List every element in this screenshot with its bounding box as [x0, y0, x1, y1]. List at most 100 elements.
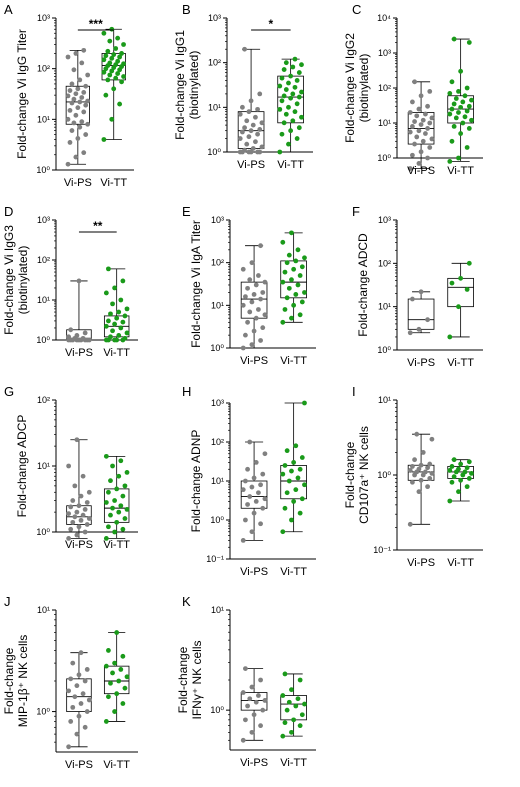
data-point — [299, 496, 305, 502]
data-point — [122, 483, 128, 489]
data-point — [77, 99, 83, 105]
data-point — [295, 247, 301, 253]
x-tick-label: Vi-TT — [280, 355, 307, 367]
data-point — [297, 723, 303, 729]
x-tick-label: Vi-PS — [240, 355, 268, 367]
data-point — [69, 81, 75, 87]
data-point — [72, 483, 78, 489]
data-point — [240, 690, 246, 695]
data-point — [291, 302, 297, 308]
data-point — [283, 60, 289, 66]
data-point — [458, 461, 464, 467]
data-point — [114, 486, 120, 492]
data-point — [245, 285, 250, 291]
panel-letter: C — [352, 2, 361, 17]
y-axis-title: Fold-changeCD107a⁺ NK cells — [343, 426, 371, 524]
data-point — [412, 119, 417, 124]
data-point — [114, 337, 120, 343]
data-point — [407, 166, 413, 171]
data-point — [68, 526, 74, 532]
data-point — [110, 301, 115, 307]
data-point — [288, 128, 294, 134]
data-point — [107, 38, 113, 44]
data-point — [242, 147, 247, 153]
data-point — [410, 479, 415, 485]
data-point — [260, 290, 266, 295]
data-point — [280, 471, 286, 477]
data-point — [458, 68, 464, 74]
data-point — [110, 463, 115, 469]
data-point — [103, 92, 109, 98]
y-axis-title-line: Fold-change Vi IgG Titer — [15, 29, 29, 159]
data-point — [68, 676, 74, 682]
data-point — [83, 83, 89, 89]
data-point — [283, 111, 289, 117]
y-axis-title: Fold-change ADCD — [356, 233, 370, 337]
y-tick-label: 10³ — [211, 398, 224, 408]
data-point — [255, 106, 260, 112]
data-point — [251, 292, 257, 297]
data-point — [297, 677, 303, 683]
y-tick-label: 10³ — [211, 215, 224, 225]
y-axis-title: Fold-changeMIP-1β⁺ NK cells — [2, 635, 30, 728]
data-point — [122, 516, 128, 521]
data-point — [297, 466, 303, 472]
data-point — [120, 493, 126, 499]
data-point — [250, 122, 256, 128]
significance-label: *** — [89, 17, 103, 31]
data-point — [302, 400, 307, 406]
y-axis-title-line: Fold-change — [176, 646, 190, 713]
data-point — [293, 487, 299, 493]
x-tick-label: Vi-PS — [64, 177, 92, 189]
data-point — [101, 30, 107, 36]
data-point — [83, 102, 89, 108]
data-point — [296, 94, 302, 100]
series-vi-ps — [237, 46, 265, 155]
series-vi-tt — [280, 671, 307, 739]
data-point — [427, 461, 433, 467]
data-point — [244, 118, 250, 124]
data-point — [456, 110, 461, 115]
y-tick-label: 10³ — [208, 13, 221, 23]
data-point — [282, 463, 288, 468]
data-point — [243, 666, 248, 671]
data-point — [407, 129, 413, 135]
data-point — [65, 54, 71, 60]
series-vi-tt — [447, 457, 474, 504]
data-point — [299, 114, 304, 120]
data-point — [110, 328, 115, 334]
data-point — [74, 333, 80, 338]
data-point — [464, 85, 470, 91]
data-point — [101, 57, 107, 63]
data-point — [103, 323, 109, 329]
data-point — [70, 519, 76, 525]
x-tick-label: Vi-TT — [277, 159, 304, 171]
data-point — [243, 478, 248, 484]
y-tick-label: 10⁰ — [36, 527, 50, 537]
data-point — [74, 731, 80, 737]
data-point — [418, 122, 424, 128]
data-point — [280, 279, 286, 285]
data-point — [280, 529, 286, 535]
data-point — [302, 482, 307, 488]
x-tick-label: Vi-PS — [237, 159, 265, 171]
data-point — [289, 315, 294, 321]
data-point — [245, 319, 250, 325]
data-point — [296, 125, 302, 131]
data-point — [115, 71, 121, 76]
data-point — [418, 477, 424, 483]
data-point — [464, 108, 470, 114]
data-point — [72, 694, 78, 700]
data-point — [407, 110, 413, 115]
data-point — [119, 79, 124, 85]
data-point — [101, 137, 107, 142]
data-point — [116, 678, 122, 684]
data-point — [86, 697, 92, 703]
data-point — [108, 512, 113, 518]
data-point — [116, 333, 122, 338]
data-point — [122, 313, 128, 319]
data-point — [70, 660, 76, 666]
y-axis-title: Fold-change Vi IgG Titer — [15, 29, 29, 159]
data-point — [118, 297, 124, 303]
data-point — [453, 115, 459, 121]
